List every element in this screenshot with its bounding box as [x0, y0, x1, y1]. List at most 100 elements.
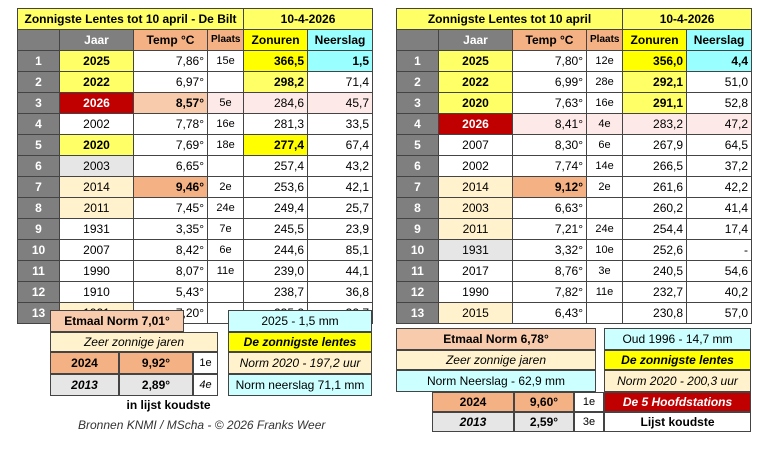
zonuren-cell: 253,6 [243, 176, 309, 198]
zonuren-cell: 230,8 [622, 302, 688, 324]
rank-cell: 11 [17, 260, 60, 282]
rank-cell: 2 [396, 71, 439, 93]
temp-cell: 7,69° [133, 134, 208, 156]
table-row: 7 2014 9,46° 2e 253,6 42,1 [17, 176, 374, 198]
rank-cell: 3 [17, 92, 60, 114]
right-header-temp: Temp °C [512, 29, 587, 51]
left-best-temp: 9,92° [119, 352, 193, 374]
rank-cell: 5 [396, 134, 439, 156]
plaats-cell: 10e [585, 239, 624, 261]
plaats-cell: 11e [206, 260, 245, 282]
rank-cell: 12 [17, 281, 60, 303]
plaats-cell: 14e [585, 155, 624, 177]
temp-cell: 9,12° [512, 176, 587, 198]
right-norm-neerslag: Norm Neerslag - 62,9 mm [396, 370, 596, 392]
rank-cell: 11 [396, 260, 439, 282]
right-cold-temp: 2,59° [514, 412, 574, 432]
right-record-neerslag: Oud 1996 - 14,7 mm [604, 328, 751, 350]
temp-cell: 8,30° [512, 134, 587, 156]
plaats-cell: 24e [585, 218, 624, 240]
temp-cell: 7,21° [512, 218, 587, 240]
left-date: 10-4-2026 [243, 8, 374, 30]
zonuren-cell: 239,0 [243, 260, 309, 282]
neerslag-cell: 54,6 [686, 260, 753, 282]
right-norm-2020: Norm 2020 - 200,3 uur [604, 370, 751, 392]
left-norm-neerslag: Norm neerslag 71,1 mm [228, 374, 372, 396]
right-lijst-koudste: Lijst koudste [604, 412, 751, 432]
table-row: 3 2020 7,63° 16e 291,1 52,8 [396, 92, 753, 114]
table-row: 3 2026 8,57° 5e 284,6 45,7 [17, 92, 374, 114]
left-header-jaar: Jaar [59, 29, 134, 51]
right-date: 10-4-2026 [622, 8, 753, 30]
left-best-year: 2024 [50, 352, 119, 374]
temp-cell: 7,78° [133, 113, 208, 135]
year-cell: 2014 [59, 176, 134, 198]
right-zeer-zonnige: Zeer zonnige jaren [396, 350, 596, 370]
rank-cell: 3 [396, 92, 439, 114]
plaats-cell: 16e [585, 92, 624, 114]
rank-cell: 9 [396, 218, 439, 240]
right-hoofdstations: De 5 Hoofdstations [604, 392, 751, 412]
neerslag-cell: 57,0 [686, 302, 753, 324]
rank-cell: 7 [17, 176, 60, 198]
temp-cell: 6,99° [512, 71, 587, 93]
temp-cell: 7,80° [512, 50, 587, 72]
temp-cell: 7,82° [512, 281, 587, 303]
temp-cell: 6,65° [133, 155, 208, 177]
plaats-cell: 11e [585, 281, 624, 303]
plaats-cell: 2e [585, 176, 624, 198]
table-row: 7 2014 9,12° 2e 261,6 42,2 [396, 176, 753, 198]
plaats-cell: 12e [585, 50, 624, 72]
table-row: 4 2002 7,78° 16e 281,3 33,5 [17, 113, 374, 135]
year-cell: 2007 [438, 134, 513, 156]
left-table: Zonnigste Lentes tot 10 april - De Bilt … [16, 8, 374, 324]
right-best-plaats: 1e [574, 392, 604, 412]
neerslag-cell: 41,4 [686, 197, 753, 219]
neerslag-cell: 23,9 [307, 218, 374, 240]
left-header-plaats: Plaats [206, 29, 245, 51]
rank-cell: 9 [17, 218, 60, 240]
right-best-temp: 9,60° [514, 392, 574, 412]
rank-cell: 1 [17, 50, 60, 72]
neerslag-cell: 64,5 [686, 134, 753, 156]
year-cell: 2014 [438, 176, 513, 198]
year-cell: 2015 [438, 302, 513, 324]
rank-cell: 4 [396, 113, 439, 135]
plaats-cell [585, 197, 624, 219]
right-header-neerslag: Neerslag [686, 29, 753, 51]
neerslag-cell: 71,4 [307, 71, 374, 93]
neerslag-cell: 17,4 [686, 218, 753, 240]
table-row: 4 2026 8,41° 4e 283,2 47,2 [396, 113, 753, 135]
neerslag-cell: 36,8 [307, 281, 374, 303]
rank-cell: 7 [396, 176, 439, 198]
rank-cell: 10 [17, 239, 60, 261]
zonuren-cell: 260,2 [622, 197, 688, 219]
table-row: 8 2003 6,63° 260,2 41,4 [396, 197, 753, 219]
zonuren-cell: 292,1 [622, 71, 688, 93]
neerslag-cell: 1,5 [307, 50, 374, 72]
table-row: 1 2025 7,86° 15e 366,5 1,5 [17, 50, 374, 72]
rank-cell: 4 [17, 113, 60, 135]
zonuren-cell: 277,4 [243, 134, 309, 156]
right-table: Zonnigste Lentes tot 10 april 10-4-2026 … [395, 8, 753, 324]
temp-cell: 6,97° [133, 71, 208, 93]
zonuren-cell: 291,1 [622, 92, 688, 114]
zonuren-cell: 283,2 [622, 113, 688, 135]
rank-cell: 13 [396, 302, 439, 324]
plaats-cell [206, 71, 245, 93]
temp-cell: 9,46° [133, 176, 208, 198]
right-etmaal-norm: Etmaal Norm 6,78° [396, 328, 596, 350]
temp-cell: 6,63° [512, 197, 587, 219]
year-cell: 2002 [438, 155, 513, 177]
zonuren-cell: 245,5 [243, 218, 309, 240]
temp-cell: 8,57° [133, 92, 208, 114]
table-row: 12 1910 5,43° 238,7 36,8 [17, 281, 374, 303]
neerslag-cell: 52,8 [686, 92, 753, 114]
left-norm-2020: Norm 2020 - 197,2 uur [228, 352, 372, 374]
right-title: Zonnigste Lentes tot 10 april [395, 8, 624, 30]
zonuren-cell: 356,0 [622, 50, 688, 72]
table-row: 8 2011 7,45° 24e 249,4 25,7 [17, 197, 374, 219]
rank-cell: 6 [17, 155, 60, 177]
rank-cell: 8 [17, 197, 60, 219]
